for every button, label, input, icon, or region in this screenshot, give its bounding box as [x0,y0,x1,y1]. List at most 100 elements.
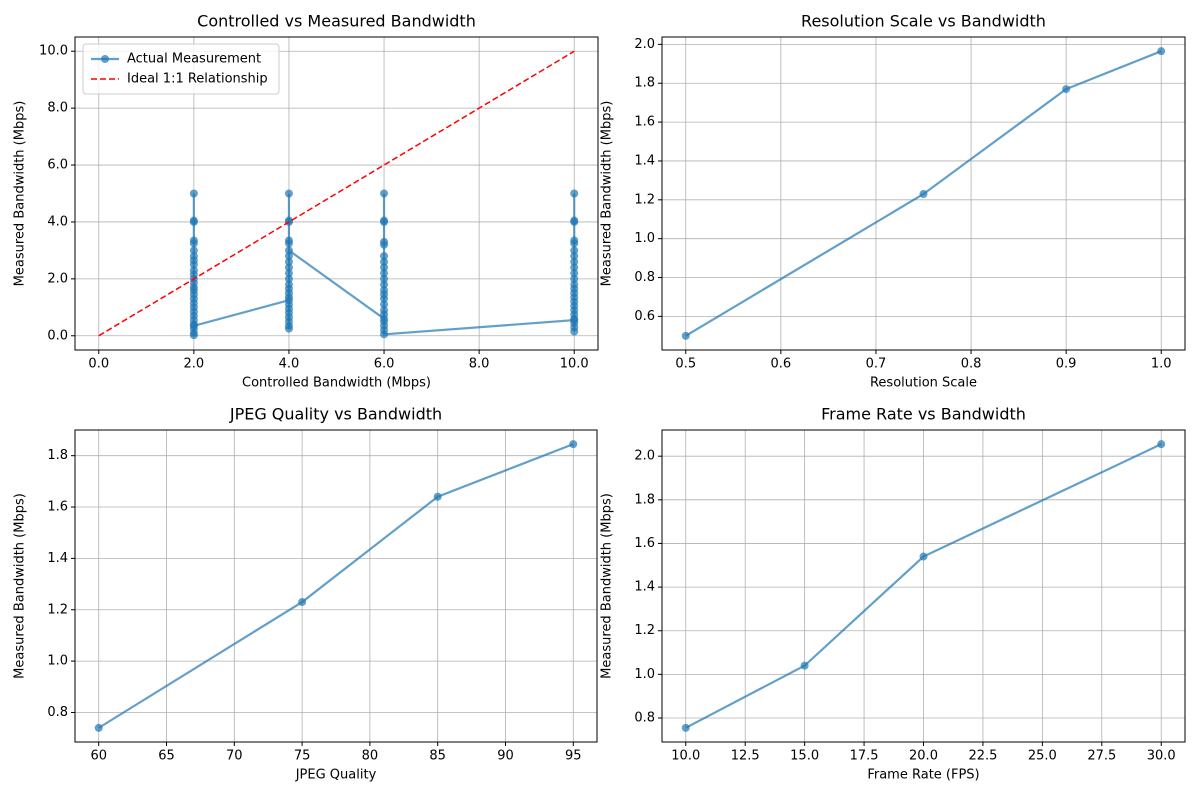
data-point [919,552,928,561]
y-tick-label: 1.2 [47,602,68,617]
data-point [284,252,293,261]
y-tick-label: 10.0 [39,44,68,59]
data-point [919,189,928,198]
data-point [1062,85,1071,94]
data-point [380,310,389,319]
legend-box [82,43,280,95]
data-point [569,440,578,449]
y-tick-label: 1.8 [47,448,68,463]
data-point [189,260,198,269]
x-tick-label: 10.0 [671,749,700,764]
y-tick-label: 1.8 [634,76,655,91]
y-axis-label: Measured Bandwidth (Mbps) [13,101,28,287]
data-point [681,723,690,732]
data-point [189,217,198,226]
data-point [284,293,293,302]
data-point [570,189,579,198]
data-point [284,246,293,255]
y-tick-label: 1.0 [634,231,655,246]
y-tick-label: 1.0 [634,667,655,682]
legend-label: Actual Measurement [127,52,261,67]
x-tick-label: 70 [226,749,243,764]
x-tick-label: 2.0 [184,357,205,372]
axes-frame [74,429,598,743]
x-tick-label: 25.0 [1028,749,1057,764]
data-point [380,274,389,283]
y-tick-label: 1.0 [47,654,68,669]
y-tick-label: 1.4 [634,153,655,168]
data-point [380,269,389,278]
x-tick-label: 75 [294,749,311,764]
y-tick-label: 0.8 [634,270,655,285]
x-tick-label: 65 [158,749,175,764]
y-tick-label: 6.0 [47,158,68,173]
y-tick-label: 1.4 [47,551,68,566]
data-point [433,492,442,501]
x-tick-label: 0.5 [675,357,696,372]
x-tick-label: 30.0 [1147,749,1176,764]
data-point [189,246,198,255]
y-tick-label: 0.0 [47,328,68,343]
axes-frame [74,36,599,351]
legend-label: Ideal 1:1 Relationship [127,72,268,87]
data-point [189,321,198,330]
data-point [380,330,389,339]
x-tick-label: 12.5 [731,749,760,764]
x-axis-label: JPEG Quality [295,768,377,783]
series-line [98,50,575,337]
y-tick-label: 1.4 [634,580,655,595]
x-tick-label: 0.9 [1056,357,1077,372]
chart-title: JPEG Quality vs Bandwidth [229,405,442,424]
data-point [380,294,389,303]
y-tick-label: 0.6 [634,309,655,324]
x-tick-label: 27.5 [1087,749,1116,764]
x-tick-label: 0.8 [961,357,982,372]
data-point [380,240,389,249]
y-tick-label: 1.2 [634,192,655,207]
data-point [570,327,579,336]
data-point [284,269,293,278]
data-point [570,269,579,278]
data-point [800,661,809,670]
axes-frame [661,429,1186,743]
x-axis-label: Controlled Bandwidth (Mbps) [242,376,431,391]
chart-title: Resolution Scale vs Bandwidth [801,12,1046,31]
data-point [380,217,389,226]
y-axis-label: Measured Bandwidth (Mbps) [600,101,615,287]
data-point [380,252,389,261]
series-line [685,50,1162,337]
chart-title: Controlled vs Measured Bandwidth [197,12,476,31]
data-point [1157,440,1166,449]
x-tick-label: 60 [90,749,107,764]
y-tick-label: 8.0 [47,101,68,116]
data-point [570,263,579,272]
y-tick-label: 1.2 [634,623,655,638]
y-axis-label: Measured Bandwidth (Mbps) [600,493,615,679]
data-point [380,189,389,198]
x-tick-label: 85 [429,749,446,764]
x-tick-label: 8.0 [469,357,490,372]
x-axis-label: Resolution Scale [870,376,977,391]
x-tick-label: 22.5 [968,749,997,764]
y-tick-label: 1.6 [634,115,655,130]
x-axis-label: Frame Rate (FPS) [867,768,979,783]
series-line [98,443,574,729]
y-tick-label: 1.6 [634,536,655,551]
x-tick-label: 17.5 [850,749,879,764]
y-tick-label: 4.0 [47,214,68,229]
data-point [681,331,690,340]
x-tick-label: 15.0 [790,749,819,764]
x-tick-label: 0.6 [771,357,792,372]
y-tick-label: 1.6 [47,500,68,515]
x-tick-label: 80 [362,749,379,764]
y-tick-label: 2.0 [634,37,655,52]
x-tick-label: 6.0 [374,357,395,372]
data-point [570,217,579,226]
data-point [570,239,579,248]
data-point [284,263,293,272]
y-axis-label: Measured Bandwidth (Mbps) [13,493,28,679]
x-tick-label: 20.0 [909,749,938,764]
x-tick-label: 1.0 [1151,357,1172,372]
data-point [284,324,293,333]
y-tick-label: 2.0 [47,271,68,286]
